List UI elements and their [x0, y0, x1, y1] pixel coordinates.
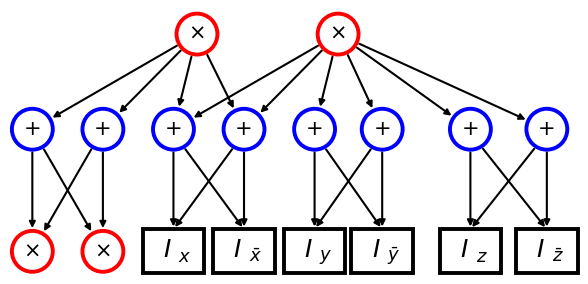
- Circle shape: [526, 109, 567, 150]
- Text: ×: ×: [188, 24, 206, 44]
- Bar: [516, 229, 577, 273]
- Text: +: +: [462, 119, 479, 139]
- Text: $I$: $I$: [536, 238, 545, 262]
- Text: +: +: [235, 119, 253, 139]
- Text: +: +: [373, 119, 391, 139]
- Text: $\bar{y}$: $\bar{y}$: [387, 246, 400, 268]
- Text: +: +: [24, 119, 41, 139]
- Text: $I$: $I$: [233, 238, 242, 262]
- Circle shape: [12, 231, 53, 272]
- Circle shape: [176, 14, 218, 55]
- Text: $I$: $I$: [163, 238, 172, 262]
- Text: $I$: $I$: [372, 238, 380, 262]
- Text: $\bar{z}$: $\bar{z}$: [552, 248, 564, 266]
- Text: ×: ×: [329, 24, 347, 44]
- Circle shape: [223, 109, 265, 150]
- Text: +: +: [538, 119, 556, 139]
- Text: $I$: $I$: [304, 238, 313, 262]
- Text: $y$: $y$: [319, 248, 332, 266]
- Bar: [213, 229, 275, 273]
- Circle shape: [82, 109, 123, 150]
- Text: +: +: [94, 119, 112, 139]
- Circle shape: [153, 109, 194, 150]
- Circle shape: [318, 14, 359, 55]
- Bar: [142, 229, 205, 273]
- Text: ×: ×: [24, 241, 41, 261]
- Bar: [284, 229, 346, 273]
- Circle shape: [294, 109, 335, 150]
- Bar: [351, 229, 413, 273]
- Text: ×: ×: [94, 241, 112, 261]
- Circle shape: [12, 109, 53, 150]
- Text: $z$: $z$: [476, 248, 487, 266]
- Text: +: +: [165, 119, 182, 139]
- Text: +: +: [306, 119, 323, 139]
- Text: $I$: $I$: [460, 238, 469, 262]
- Circle shape: [362, 109, 403, 150]
- Bar: [440, 229, 501, 273]
- Text: $x$: $x$: [178, 248, 191, 266]
- Circle shape: [450, 109, 491, 150]
- Text: $\bar{x}$: $\bar{x}$: [249, 248, 262, 266]
- Circle shape: [82, 231, 123, 272]
